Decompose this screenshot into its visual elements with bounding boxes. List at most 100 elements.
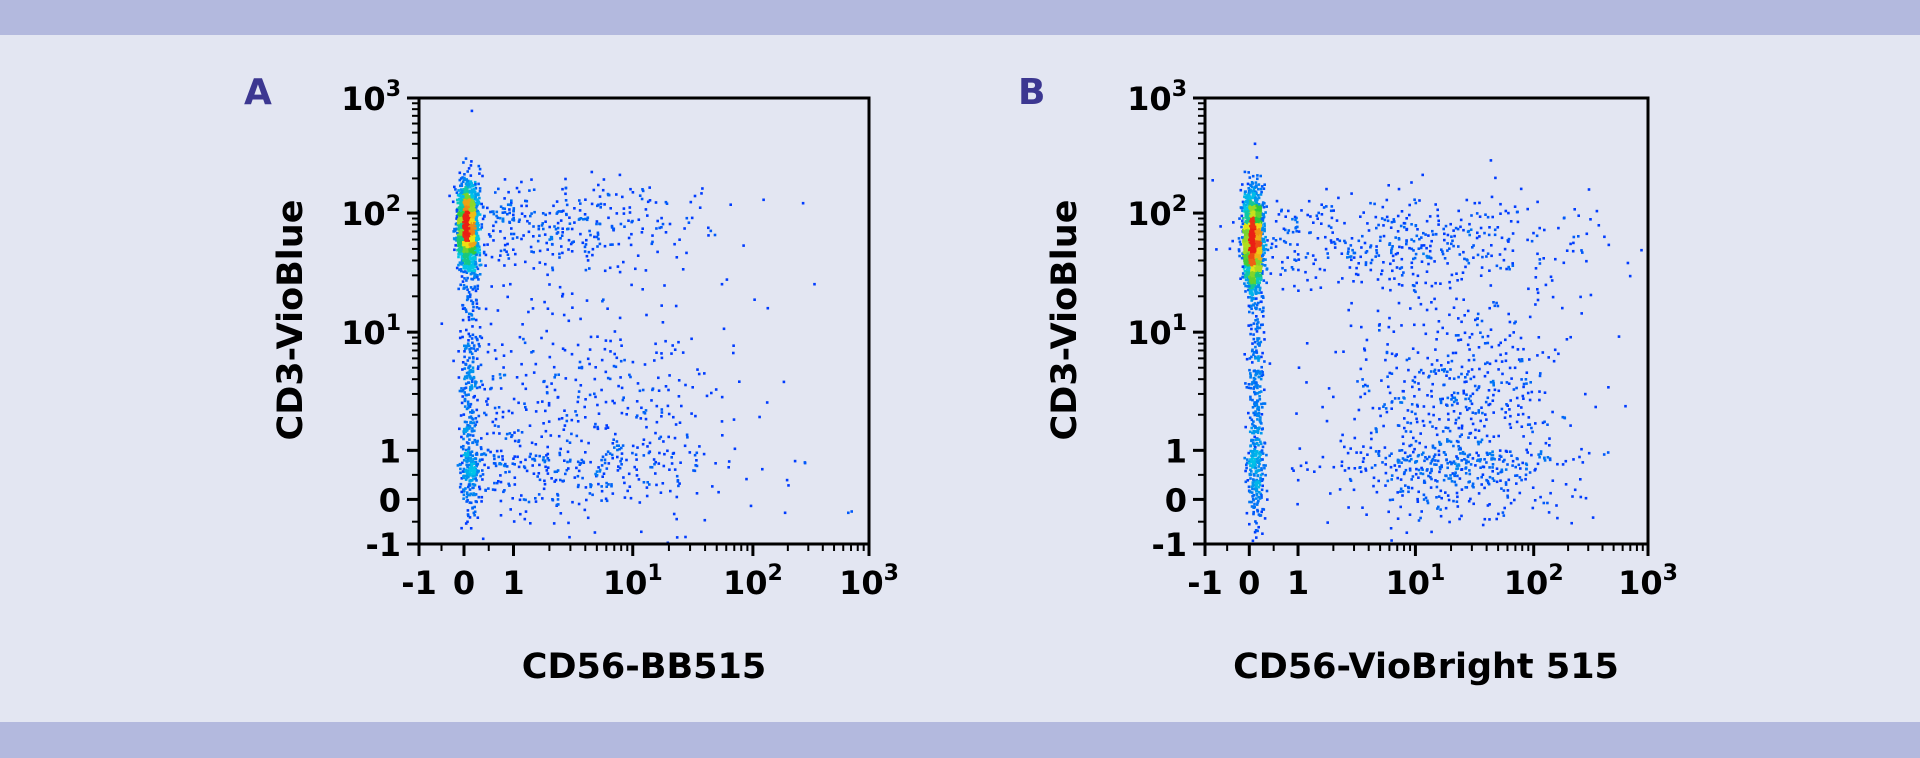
data-point	[559, 478, 562, 482]
data-point	[672, 415, 675, 419]
data-point	[542, 380, 545, 384]
data-point	[474, 187, 478, 190]
data-point	[468, 208, 472, 211]
data-point	[745, 477, 748, 481]
data-point	[595, 222, 598, 226]
data-point	[600, 499, 603, 502]
data-point	[458, 226, 461, 229]
data-point	[673, 348, 677, 351]
data-point	[479, 227, 482, 231]
data-point	[472, 272, 476, 275]
data-point	[689, 200, 693, 204]
data-point	[742, 244, 745, 247]
data-point	[501, 455, 504, 458]
data-point	[472, 262, 476, 265]
data-point	[558, 285, 562, 289]
data-point	[1243, 223, 1246, 226]
data-point	[470, 352, 474, 356]
data-point	[541, 400, 544, 403]
data-point	[1240, 256, 1244, 260]
data-point	[593, 392, 596, 396]
data-point	[469, 237, 473, 241]
data-point	[470, 232, 474, 236]
data-point	[481, 383, 484, 387]
data-point	[545, 454, 548, 457]
data-point	[503, 197, 506, 200]
data-point	[655, 351, 658, 354]
data-point	[672, 512, 676, 516]
data-point	[455, 191, 459, 194]
data-point	[601, 188, 605, 192]
data-point	[468, 438, 471, 441]
data-point	[474, 349, 477, 353]
data-point	[584, 486, 588, 489]
data-point	[468, 356, 471, 360]
data-point	[467, 198, 471, 202]
data-point	[538, 454, 541, 458]
data-point	[524, 405, 527, 409]
data-point	[476, 516, 480, 519]
data-point	[725, 278, 729, 281]
data-point	[654, 201, 658, 204]
data-point	[465, 243, 469, 246]
data-point	[596, 425, 599, 429]
data-point	[499, 480, 503, 484]
data-point	[1252, 188, 1256, 192]
data-point	[495, 481, 499, 485]
data-point	[1241, 183, 1244, 186]
data-point	[1248, 282, 1251, 286]
data-point	[466, 375, 469, 378]
data-point	[476, 276, 479, 279]
data-point	[460, 213, 463, 217]
data-point	[693, 469, 697, 473]
data-point	[656, 219, 659, 223]
data-point	[471, 369, 475, 372]
data-point	[511, 411, 514, 415]
data-point	[554, 478, 558, 482]
data-point	[518, 498, 522, 502]
data-point	[473, 510, 477, 514]
data-point	[472, 218, 475, 222]
data-point	[619, 359, 623, 363]
data-point	[1238, 254, 1241, 258]
data-point	[462, 453, 466, 457]
data-point	[684, 383, 687, 387]
data-point	[466, 424, 469, 427]
data-point	[618, 466, 622, 470]
data-point	[472, 511, 476, 515]
data-point	[1249, 280, 1253, 283]
plot-a-x-axis-title: CD56-BB515	[522, 647, 766, 687]
x-tick-label: 1	[502, 564, 524, 602]
data-point	[683, 227, 686, 230]
data-point	[465, 376, 469, 380]
data-point	[461, 361, 465, 364]
data-point	[462, 284, 466, 287]
data-point	[678, 482, 681, 485]
data-point	[532, 472, 536, 475]
data-point	[631, 451, 634, 455]
data-point	[1261, 247, 1264, 251]
data-point	[562, 313, 566, 317]
data-point	[1244, 284, 1247, 288]
data-point	[636, 446, 639, 449]
data-point	[1242, 231, 1245, 234]
data-point	[1257, 183, 1261, 186]
data-point	[497, 480, 500, 483]
data-point	[467, 473, 471, 476]
data-point	[545, 329, 548, 333]
data-point	[620, 457, 623, 461]
data-point	[604, 453, 608, 456]
data-point	[470, 251, 473, 255]
data-point	[670, 352, 673, 355]
data-point	[463, 244, 466, 248]
data-point	[465, 285, 468, 289]
data-point	[469, 402, 473, 406]
data-point	[1242, 228, 1245, 232]
data-point	[461, 205, 464, 209]
data-point	[468, 232, 471, 236]
data-point	[460, 435, 463, 439]
data-point	[1244, 275, 1247, 278]
data-point	[606, 307, 609, 310]
data-point	[527, 310, 530, 314]
data-point	[540, 224, 544, 227]
